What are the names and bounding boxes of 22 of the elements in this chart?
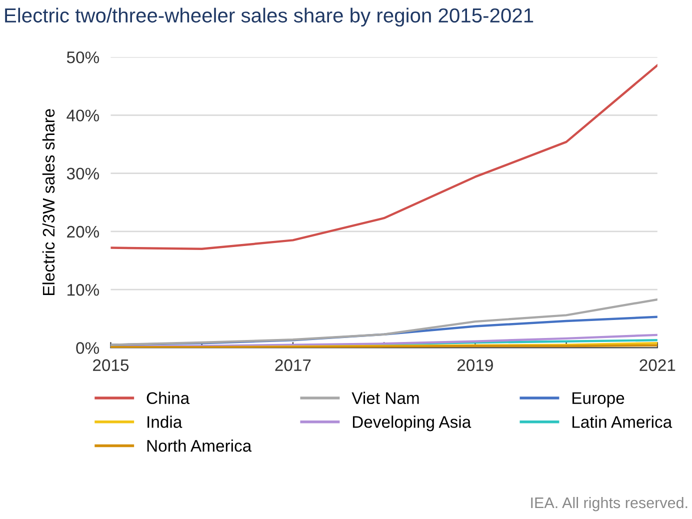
y-axis-title: Electric 2/3W sales share bbox=[42, 109, 55, 296]
legend-label: Latin America bbox=[572, 416, 672, 428]
legend-label: North America bbox=[147, 440, 252, 452]
y-tick-label: 30% bbox=[66, 168, 100, 180]
line-series bbox=[110, 64, 658, 250]
legend-label: Europe bbox=[572, 392, 624, 408]
x-tick-label: 2015 bbox=[93, 359, 129, 372]
chart-title: Electric two/three-wheeler sales share by region 2015-2021 bbox=[5, 8, 534, 27]
legend-label: Developing Asia bbox=[352, 416, 472, 432]
y-tick-label: 10% bbox=[68, 284, 100, 296]
legend-label: China bbox=[146, 392, 190, 404]
y-tick-label: 20% bbox=[67, 226, 100, 238]
y-tick-label: 50% bbox=[66, 51, 100, 64]
x-tick-label: 2021 bbox=[640, 359, 676, 372]
x-tick-label: 2017 bbox=[275, 359, 311, 372]
text: IEA. All rights reserved. bbox=[531, 496, 688, 512]
legend-label: Viet Nam bbox=[352, 392, 419, 404]
line-series bbox=[110, 298, 658, 346]
y-tick-label: 0% bbox=[76, 342, 100, 354]
y-tick-label: 40% bbox=[66, 110, 100, 122]
legend-label: India bbox=[148, 416, 182, 428]
x-tick-label: 2019 bbox=[457, 359, 493, 372]
